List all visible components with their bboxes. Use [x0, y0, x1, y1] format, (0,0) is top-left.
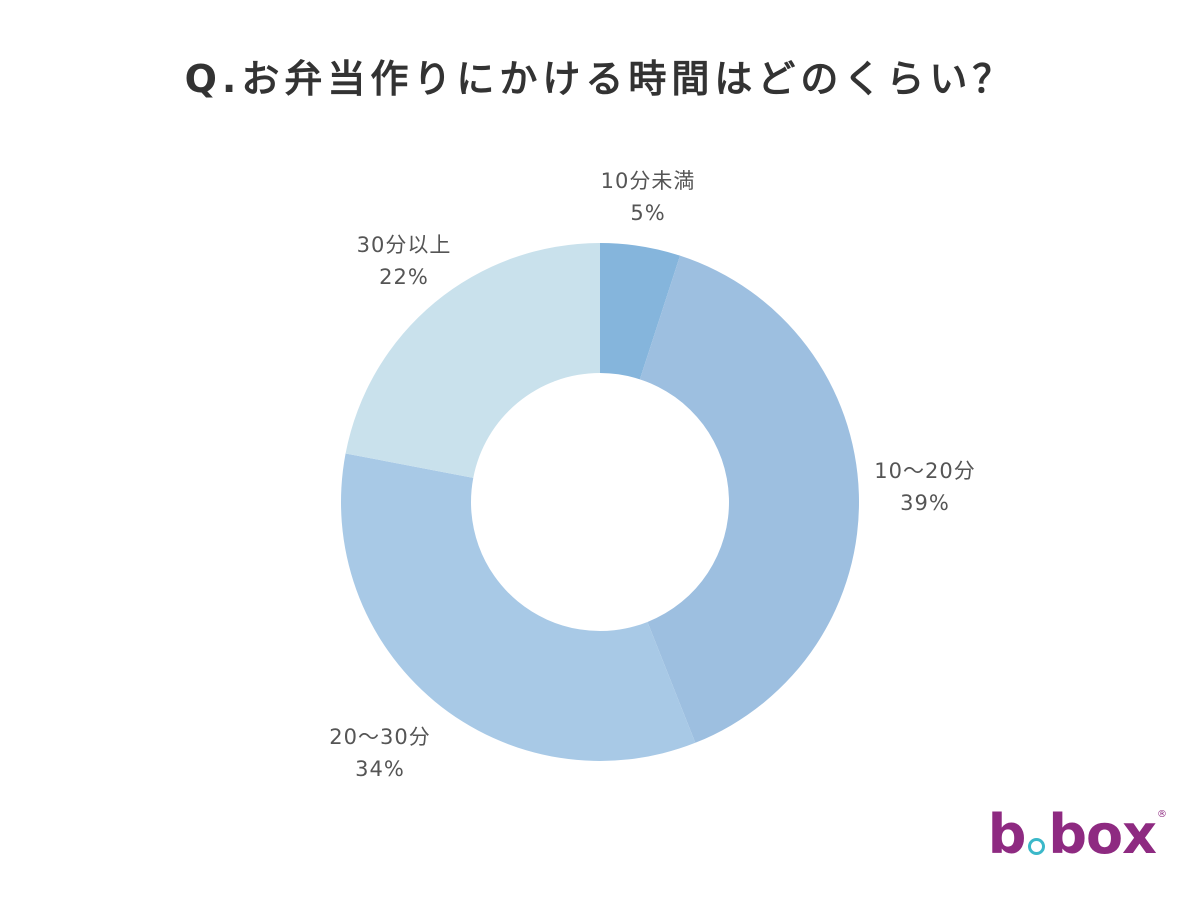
logo-text-left: b: [987, 803, 1027, 866]
slice-label-3: 20～30分: [329, 725, 430, 749]
donut-slice-3: [341, 453, 696, 762]
slice-label-1: 10分未満: [601, 169, 696, 193]
registered-mark: ®: [1157, 809, 1167, 820]
slice-label-2: 10～20分: [874, 459, 975, 483]
slice-value-label-2: 39%: [900, 491, 950, 515]
slice-value-label-1: 5%: [630, 201, 665, 225]
logo-text-right: box: [1048, 803, 1157, 866]
slice-label-4: 30分以上: [357, 233, 452, 257]
slice-value-label-4: 22%: [379, 265, 429, 289]
slice-labels: 10分未満 5% 10～20分 39% 20～30分 34% 30分以上 22%: [329, 169, 975, 781]
chart-title: Q.お弁当作りにかける時間はどのくらい？: [184, 57, 1016, 101]
donut-slice-4: [345, 243, 600, 478]
bbox-logo: b box ®: [987, 803, 1167, 866]
donut-slices: [341, 243, 859, 762]
donut-slice-2: [639, 255, 859, 743]
logo-dot-icon: [1028, 838, 1046, 855]
donut-slice-1: [600, 243, 681, 380]
slice-value-label-3: 34%: [355, 757, 405, 781]
